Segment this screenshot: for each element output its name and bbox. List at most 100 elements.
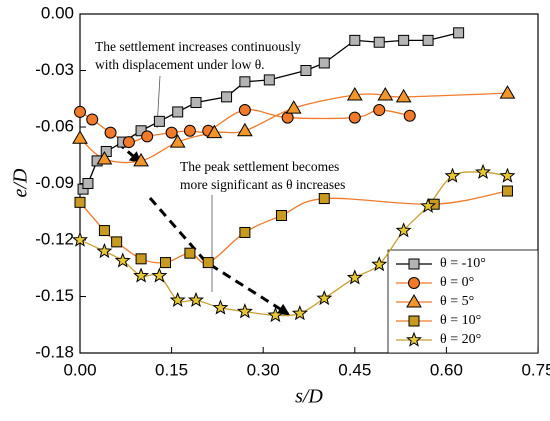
- marker: [169, 291, 186, 308]
- marker: [212, 299, 229, 315]
- x-tick-label: 0.00: [63, 360, 96, 379]
- marker: [122, 136, 135, 149]
- marker: [86, 113, 99, 126]
- y-tick-label: -0.03: [35, 60, 74, 79]
- marker: [300, 65, 312, 76]
- annotation-bg: [178, 177, 348, 193]
- marker: [221, 91, 233, 103]
- marker: [318, 57, 330, 69]
- marker: [291, 305, 308, 321]
- y-tick-label: -0.12: [35, 229, 74, 248]
- legend-marker: [406, 294, 422, 308]
- marker: [184, 247, 196, 259]
- marker: [349, 34, 361, 46]
- legend-marker: [408, 315, 420, 327]
- legend-label: θ = 20°: [440, 332, 481, 347]
- y-tick-label: -0.18: [35, 342, 74, 361]
- marker: [377, 86, 394, 101]
- marker: [82, 178, 94, 189]
- marker: [133, 267, 150, 283]
- marker: [422, 34, 434, 46]
- marker: [501, 185, 513, 197]
- marker: [346, 269, 363, 285]
- marker: [114, 252, 131, 268]
- marker: [96, 151, 113, 165]
- marker: [371, 256, 388, 272]
- marker: [111, 236, 123, 248]
- legend-label: θ = -10°: [440, 256, 486, 271]
- marker: [98, 225, 110, 237]
- legend-marker: [408, 258, 420, 270]
- y-tick-label: -0.06: [35, 116, 74, 135]
- x-tick-label: 0.60: [430, 360, 463, 379]
- marker: [346, 86, 363, 101]
- marker: [395, 222, 412, 238]
- marker: [348, 111, 361, 124]
- marker: [74, 105, 86, 118]
- marker: [267, 306, 284, 323]
- marker: [318, 193, 330, 205]
- annotation-bg: [93, 57, 267, 73]
- y-tick-label: 0.00: [41, 3, 74, 22]
- marker: [206, 124, 223, 139]
- x-tick-label: 0.75: [521, 360, 550, 379]
- marker: [104, 126, 117, 139]
- marker: [236, 303, 253, 319]
- marker: [151, 267, 168, 283]
- annotation: more significant as θ increases: [180, 177, 345, 192]
- marker: [135, 253, 147, 265]
- marker: [444, 167, 461, 183]
- x-tick-label: 0.45: [338, 360, 371, 379]
- marker: [373, 104, 386, 117]
- marker: [133, 152, 149, 167]
- annotation: with displacement under low θ.: [95, 57, 265, 72]
- annotation-bg: [178, 159, 342, 175]
- marker: [238, 104, 251, 117]
- legend-label: θ = 5°: [440, 294, 474, 309]
- marker: [281, 111, 294, 124]
- x-tick-label: 0.30: [247, 360, 280, 379]
- marker: [72, 130, 88, 144]
- legend-marker: [408, 277, 420, 289]
- legend-label: θ = 0°: [440, 275, 474, 290]
- marker: [239, 226, 251, 238]
- marker: [276, 210, 288, 222]
- marker: [159, 257, 171, 269]
- marker: [453, 27, 465, 39]
- marker: [403, 109, 416, 122]
- annotation: The settlement increases continuously: [95, 39, 301, 54]
- annotation-bg: [93, 39, 304, 55]
- marker: [165, 126, 178, 139]
- arrow: [148, 197, 291, 316]
- marker: [96, 242, 113, 259]
- marker: [188, 291, 205, 308]
- marker: [420, 197, 437, 213]
- marker: [141, 130, 154, 143]
- marker: [169, 134, 186, 148]
- marker: [237, 122, 253, 137]
- marker: [172, 106, 184, 118]
- marker: [395, 88, 412, 103]
- marker: [190, 97, 202, 109]
- annotation: The peak settlement becomes: [180, 159, 339, 174]
- marker: [398, 34, 410, 46]
- marker: [153, 115, 165, 127]
- marker: [499, 167, 516, 183]
- legend-label: θ = 10°: [440, 313, 481, 328]
- marker: [202, 257, 214, 269]
- marker: [183, 124, 196, 137]
- x-axis-label: s/D: [295, 386, 323, 408]
- marker: [316, 289, 333, 306]
- marker: [239, 76, 251, 88]
- marker: [263, 74, 275, 86]
- marker: [285, 100, 302, 114]
- legend-marker: [406, 331, 422, 347]
- marker: [72, 231, 88, 247]
- y-axis-label: e/D: [10, 168, 32, 197]
- marker: [499, 85, 516, 99]
- marker: [475, 163, 492, 179]
- marker: [373, 36, 385, 48]
- x-tick-label: 0.15: [155, 360, 188, 379]
- y-tick-label: -0.15: [35, 286, 74, 305]
